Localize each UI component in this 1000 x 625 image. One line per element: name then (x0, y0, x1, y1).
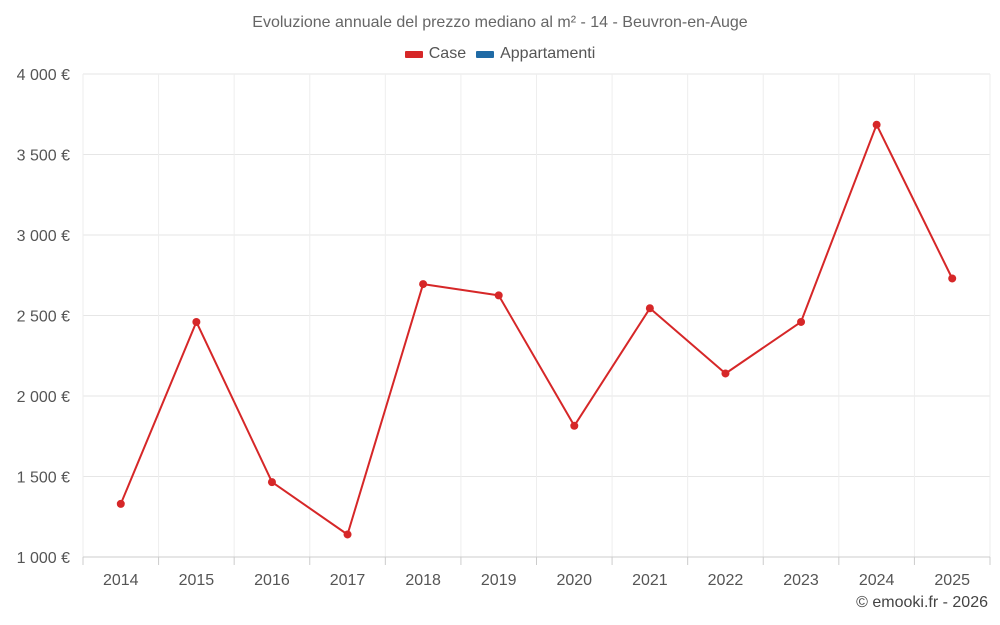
y-tick-label: 3 500 € (17, 148, 70, 165)
y-tick-label: 1 500 € (17, 470, 70, 487)
data-point (872, 120, 881, 129)
data-point (948, 274, 957, 283)
x-tick-label: 2021 (632, 572, 668, 589)
chart-title: Evoluzione annuale del prezzo mediano al… (252, 14, 748, 31)
y-tick-label: 4 000 € (17, 67, 70, 84)
y-tick-label: 2 000 € (17, 389, 70, 406)
legend-label-appartamenti: Appartamenti (500, 45, 596, 62)
x-tick-label: 2020 (556, 572, 592, 589)
y-tick-label: 1 000 € (17, 550, 70, 567)
x-tick-label: 2025 (934, 572, 970, 589)
x-tick-label: 2024 (859, 572, 895, 589)
x-tick-label: 2023 (783, 572, 819, 589)
legend-item-case[interactable]: Case (404, 45, 467, 63)
data-point (645, 304, 654, 313)
y-tick-label: 2 500 € (17, 309, 70, 326)
data-point (192, 317, 201, 326)
data-point (419, 280, 428, 289)
x-tick-label: 2019 (481, 572, 517, 589)
x-tick-label: 2014 (103, 572, 139, 589)
x-tick-label: 2022 (708, 572, 744, 589)
legend-swatch-appartamenti (476, 50, 495, 58)
data-point (116, 499, 125, 508)
watermark: © emooki.fr - 2026 (856, 594, 988, 611)
data-point (494, 291, 503, 300)
data-point (570, 421, 579, 430)
x-tick-label: 2016 (254, 572, 290, 589)
data-point (797, 317, 806, 326)
x-tick-label: 2015 (179, 572, 215, 589)
series-line-0 (119, 123, 954, 536)
data-point (343, 530, 352, 539)
y-tick-label: 3 000 € (17, 228, 70, 245)
legend-label-case: Case (428, 45, 467, 62)
x-tick-label: 2018 (405, 572, 441, 589)
legend: Case Appartamenti (0, 45, 1000, 63)
data-point (267, 478, 276, 487)
data-point (721, 369, 730, 378)
legend-swatch-case (404, 50, 423, 58)
x-tick-label: 2017 (330, 572, 366, 589)
legend-item-appartamenti[interactable]: Appartamenti (476, 45, 595, 63)
